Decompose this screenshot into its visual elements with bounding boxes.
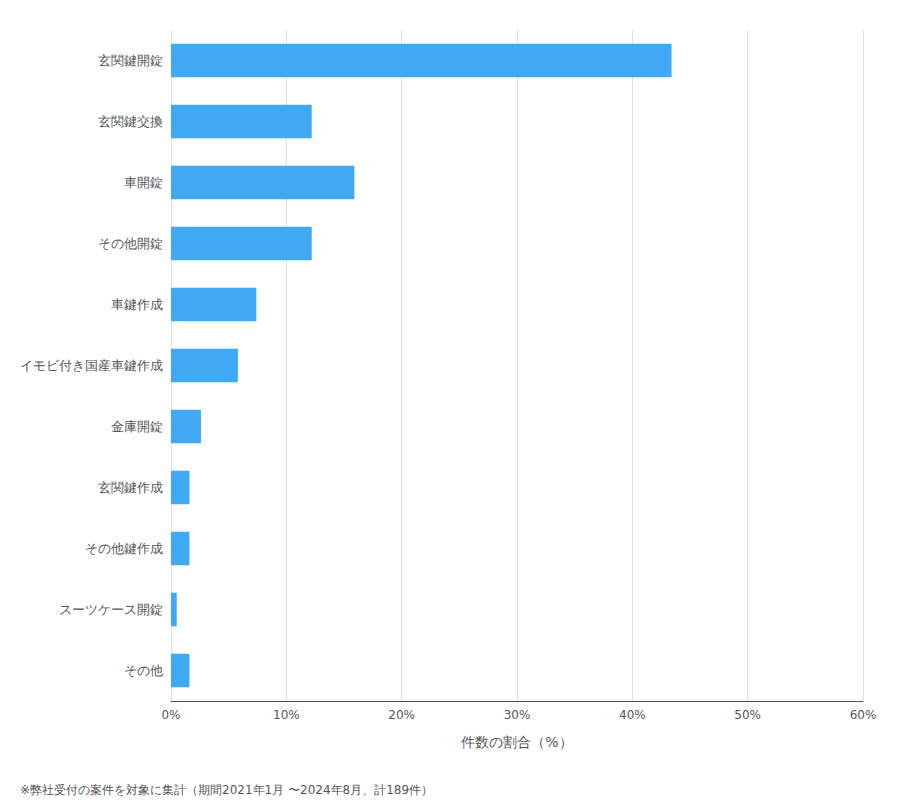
svg-text:その他: その他 <box>124 663 163 678</box>
svg-text:40%: 40% <box>619 708 646 722</box>
svg-text:50%: 50% <box>734 708 761 722</box>
svg-text:60%: 60% <box>850 708 877 722</box>
svg-text:件数の割合（%）: 件数の割合（%） <box>461 734 572 750</box>
svg-text:金庫開錠: 金庫開錠 <box>111 419 163 434</box>
svg-text:0%: 0% <box>161 708 180 722</box>
svg-text:スーツケース開錠: スーツケース開錠 <box>59 602 163 617</box>
svg-text:玄関鍵開錠: 玄関鍵開錠 <box>98 53 163 68</box>
svg-text:車開錠: 車開錠 <box>124 175 163 190</box>
svg-text:その他開錠: その他開錠 <box>98 236 163 251</box>
svg-text:その他鍵作成: その他鍵作成 <box>85 541 163 556</box>
svg-text:30%: 30% <box>504 708 531 722</box>
svg-text:10%: 10% <box>273 708 300 722</box>
svg-text:20%: 20% <box>388 708 415 722</box>
svg-text:玄関鍵交換: 玄関鍵交換 <box>98 114 163 129</box>
svg-text:※弊社受付の案件を対象に集計（期間2021年1月 〜2024: ※弊社受付の案件を対象に集計（期間2021年1月 〜2024年8月、計189件） <box>20 783 433 797</box>
svg-text:玄関鍵作成: 玄関鍵作成 <box>98 480 163 495</box>
svg-text:車鍵作成: 車鍵作成 <box>111 297 163 312</box>
svg-text:イモビ付き国産車鍵作成: イモビ付き国産車鍵作成 <box>20 358 163 373</box>
